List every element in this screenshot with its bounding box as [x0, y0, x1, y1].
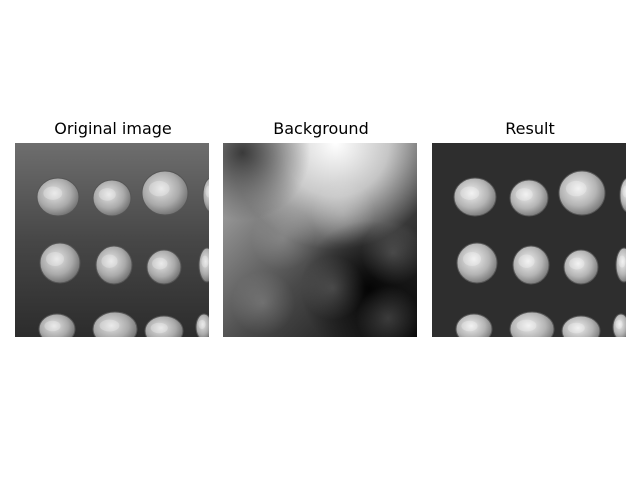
original-image	[15, 143, 209, 337]
original-coin	[195, 313, 209, 337]
result-coin-highlight	[518, 254, 535, 268]
panel-original: Original image	[15, 117, 211, 337]
result-coin	[453, 177, 497, 217]
result-coin-highlight	[461, 320, 478, 332]
result-coin	[512, 245, 550, 285]
result-coin	[456, 242, 498, 284]
panel-result: Result	[432, 117, 628, 337]
background-cell	[311, 181, 375, 245]
background-cell	[361, 221, 417, 285]
result-coin	[455, 313, 493, 337]
result-coin	[612, 313, 626, 337]
original-coin-highlight	[205, 185, 209, 198]
result-coin-highlight	[516, 319, 537, 332]
panel-title-background: Background	[273, 119, 369, 138]
original-coin	[144, 315, 184, 337]
background-cell	[356, 286, 417, 337]
result-coin-highlight	[463, 252, 481, 266]
original-coin-highlight	[148, 180, 170, 197]
result-image	[432, 143, 626, 337]
panel-title-original: Original image	[54, 119, 172, 138]
result-coin	[563, 249, 599, 285]
background-cell	[231, 271, 295, 335]
original-coin	[202, 177, 209, 213]
original-coin	[36, 177, 80, 217]
result-coin-highlight	[565, 180, 587, 197]
result-coin	[615, 247, 626, 283]
original-coin	[39, 242, 81, 284]
original-coin-highlight	[43, 186, 63, 200]
original-coin	[198, 247, 209, 283]
original-coin-highlight	[150, 322, 168, 334]
background-cell	[251, 206, 315, 270]
result-coin-highlight	[622, 185, 626, 198]
result-coin-highlight	[515, 188, 533, 201]
result-coin	[558, 170, 606, 216]
original-coin-highlight	[46, 252, 64, 266]
background-image	[223, 143, 417, 337]
original-coin	[95, 245, 133, 285]
result-coin	[509, 311, 555, 337]
result-coin	[509, 179, 549, 217]
result-coin-highlight	[567, 322, 585, 334]
original-coin	[92, 311, 138, 337]
result-coin	[561, 315, 601, 337]
panel-title-result: Result	[505, 119, 555, 138]
background-cell	[301, 256, 365, 320]
original-coin-highlight	[198, 319, 206, 329]
original-coin-highlight	[99, 319, 120, 332]
result-coin-highlight	[460, 186, 480, 200]
original-coin-highlight	[98, 188, 116, 201]
original-coin-highlight	[152, 257, 168, 270]
original-coin	[92, 179, 132, 217]
result-coin	[619, 177, 626, 213]
panel-background: Background	[223, 117, 419, 337]
result-coin-highlight	[618, 255, 626, 268]
result-coin-highlight	[569, 257, 585, 270]
original-coin-highlight	[44, 320, 61, 332]
original-coin-highlight	[101, 254, 118, 268]
original-coin	[141, 170, 189, 216]
original-coin	[38, 313, 76, 337]
result-coin-highlight	[615, 319, 623, 329]
original-coin-highlight	[201, 255, 209, 268]
original-coin	[146, 249, 182, 285]
